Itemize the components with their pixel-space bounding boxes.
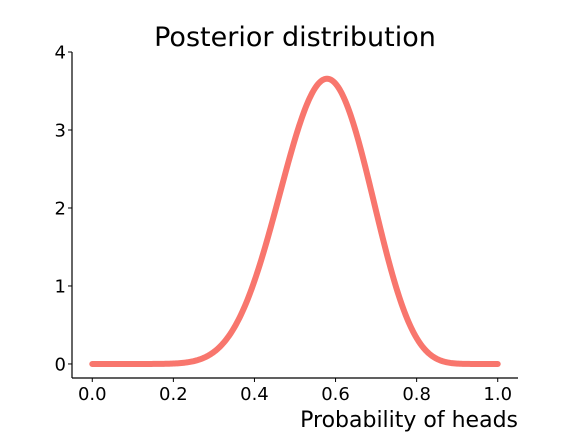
y-tick-label: 2 [55,198,66,219]
x-tick-label: 1.0 [483,384,512,405]
chart-title: Posterior distribution [154,22,436,53]
y-tick-label: 0 [55,354,66,375]
y-tick-label: 4 [55,43,66,64]
x-tick-label: 0.4 [240,384,269,405]
plot-area [92,79,497,364]
x-tick-label: 0.6 [321,384,350,405]
x-tick-label: 0.0 [78,384,107,405]
x-axis-label: Probability of heads [300,408,518,432]
y-axis-ticks: 0 1 2 3 4 [55,43,72,376]
x-tick-label: 0.8 [402,384,431,405]
series-line-posterior [92,79,497,364]
x-axis-ticks: 0.0 0.2 0.4 0.6 0.8 1.0 [78,378,512,405]
y-tick-label: 3 [55,120,66,141]
y-tick-label: 1 [55,276,66,297]
x-tick-label: 0.2 [159,384,188,405]
